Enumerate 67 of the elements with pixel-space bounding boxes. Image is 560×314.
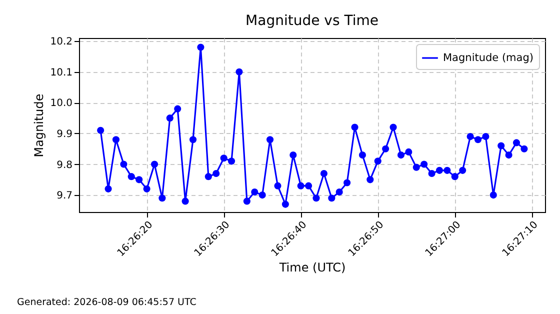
point (505, 152, 512, 159)
point (520, 145, 528, 152)
point (328, 194, 336, 202)
chart-title: Magnitude vs Time (246, 13, 378, 30)
point (490, 192, 497, 199)
point (120, 160, 128, 168)
point (174, 105, 182, 112)
point (358, 152, 366, 159)
point (459, 166, 466, 174)
point (136, 176, 143, 184)
point (344, 179, 351, 186)
point (336, 188, 343, 196)
point (451, 173, 458, 180)
point (150, 160, 158, 168)
point (228, 158, 236, 165)
point (405, 148, 412, 156)
point (351, 124, 358, 131)
point (158, 194, 166, 202)
point (166, 114, 174, 122)
point (236, 68, 243, 76)
point (512, 139, 520, 146)
point (444, 166, 451, 174)
legend-label: Magnitude (mag) (443, 52, 534, 64)
point (297, 182, 304, 190)
point (274, 182, 282, 190)
point (112, 136, 120, 144)
point (104, 185, 112, 192)
point (282, 200, 289, 208)
point (382, 145, 390, 152)
y-axis-title: Magnitude (32, 94, 46, 158)
y-tick-label: 9.7 (56, 190, 72, 202)
point (397, 152, 405, 159)
point (243, 198, 250, 205)
point (189, 136, 197, 144)
point (374, 158, 382, 165)
y-tick-label: 10.0 (50, 98, 72, 110)
point (428, 170, 436, 178)
y-tick-label: 10.1 (50, 67, 72, 78)
text: Generated: 2026-08-09 06:45:57 UTC (17, 297, 196, 308)
point (258, 192, 266, 199)
point (305, 182, 312, 190)
point (143, 185, 150, 192)
x-axis-title: Time (UTC) (278, 260, 346, 274)
point (482, 133, 490, 140)
point (312, 194, 320, 202)
y-tick-label: 9.9 (56, 128, 72, 140)
point (182, 198, 189, 205)
point (128, 173, 135, 180)
point (474, 136, 482, 144)
point (290, 152, 297, 159)
point (320, 170, 328, 178)
point (412, 164, 420, 171)
point (197, 44, 204, 51)
point (266, 136, 274, 144)
point (466, 133, 474, 140)
y-tick-label: 9.8 (56, 160, 72, 171)
point (97, 126, 104, 134)
point (436, 166, 443, 174)
y-tick-label: 10.2 (50, 36, 72, 48)
point (366, 176, 374, 184)
point (220, 154, 228, 162)
point (420, 160, 428, 168)
point (498, 142, 505, 150)
point (212, 170, 220, 178)
point (251, 188, 258, 196)
point (390, 124, 397, 131)
point (204, 173, 212, 180)
